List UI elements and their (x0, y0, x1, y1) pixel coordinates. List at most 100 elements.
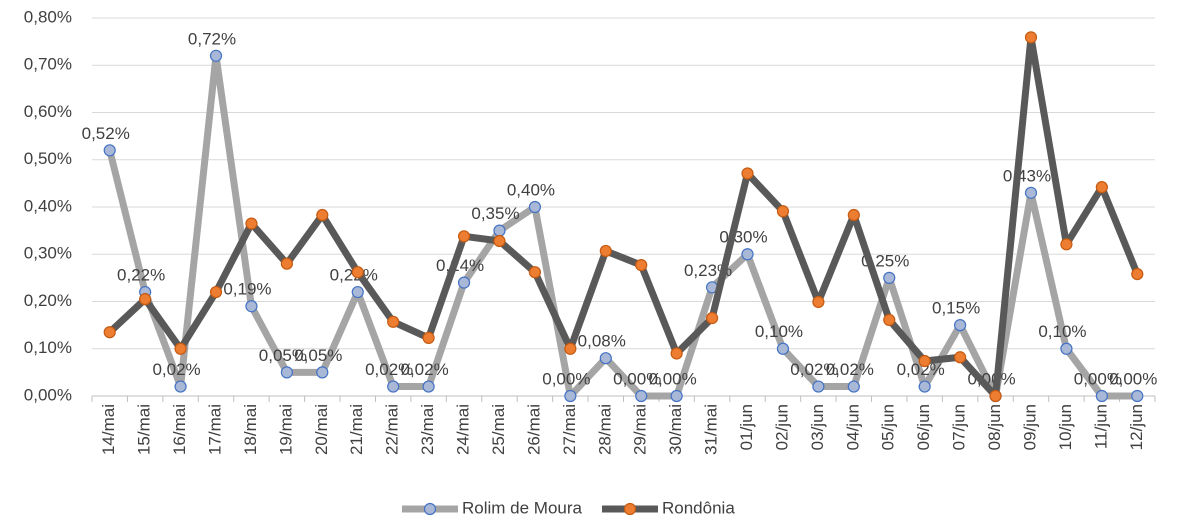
point (812, 380, 825, 393)
x-tick-label: 29/mai (631, 404, 650, 455)
point (422, 380, 435, 393)
legend-marker (423, 502, 437, 516)
point (564, 342, 577, 355)
point (599, 244, 612, 258)
point (954, 351, 967, 364)
data-label: 0,02% (790, 360, 838, 379)
data-label: 0,00% (1074, 369, 1122, 388)
point (457, 230, 471, 243)
point (1131, 389, 1144, 403)
point (1024, 186, 1038, 199)
data-label: 0,52% (82, 124, 130, 143)
y-tick-label: 0,30% (24, 244, 72, 263)
point (174, 380, 187, 393)
x-tick-label: 04/jun (843, 404, 862, 450)
point (1095, 389, 1108, 403)
point (103, 326, 116, 339)
data-label: 0,00% (542, 369, 590, 388)
x-tick-label: 03/jun (808, 404, 827, 450)
legend-label: Rolim de Moura (462, 498, 583, 517)
data-label: 0,40% (507, 180, 555, 199)
y-tick-label: 0,70% (24, 55, 72, 74)
data-label: 0,15% (932, 299, 980, 318)
point (316, 366, 329, 379)
point (564, 389, 577, 403)
data-label: 0,43% (1003, 166, 1051, 185)
data-label: 0,02% (401, 360, 449, 379)
point (351, 266, 364, 279)
point (528, 200, 542, 214)
point (989, 389, 1002, 403)
y-tick-label: 0,50% (24, 149, 72, 168)
x-tick-label: 19/mai (276, 404, 295, 455)
point (670, 389, 683, 403)
point (670, 347, 683, 360)
series-line (106, 52, 1138, 400)
x-tick-label: 12/jun (1127, 404, 1146, 450)
data-label: 0,72% (188, 29, 236, 48)
point (847, 380, 860, 393)
data-label: 0,10% (755, 322, 803, 341)
point (493, 234, 506, 248)
x-tick-label: 09/jun (1020, 404, 1039, 450)
point (387, 315, 400, 328)
x-tick-label: 07/jun (950, 404, 969, 450)
x-tick-label: 01/jun (737, 404, 756, 450)
x-tick-label: 16/mai (170, 404, 189, 455)
point (245, 300, 258, 313)
point (209, 285, 223, 299)
point (883, 271, 896, 284)
point (776, 205, 790, 218)
data-label: 0,05% (259, 346, 307, 365)
point (918, 380, 931, 393)
y-tick-label: 0,60% (24, 102, 72, 121)
x-tick-label: 25/mai (489, 404, 508, 455)
x-tick-label: 05/jun (879, 404, 898, 450)
point (139, 293, 152, 306)
data-label: 0,00% (649, 369, 697, 388)
data-label: 0,02% (826, 360, 874, 379)
point (635, 259, 648, 272)
x-tick-label: 11/jun (1091, 404, 1110, 449)
point (387, 380, 400, 393)
x-tick-label: 14/mai (99, 404, 118, 455)
point (635, 389, 648, 403)
point (883, 313, 896, 327)
point (741, 248, 754, 261)
x-tick-label: 17/mai (206, 404, 225, 455)
x-tick-label: 26/mai (524, 404, 543, 455)
x-tick-label: 24/mai (454, 404, 473, 455)
x-tick-label: 23/mai (418, 404, 437, 455)
point (174, 342, 187, 355)
x-tick-label: 22/mai (383, 404, 402, 455)
point (103, 144, 116, 157)
point (1024, 31, 1038, 44)
y-tick-label: 0,80% (24, 7, 72, 26)
x-tick-label: 02/jun (772, 404, 791, 450)
data-label: 0,19% (223, 280, 271, 299)
point (1131, 267, 1144, 281)
legend-marker (623, 502, 637, 516)
x-tick-label: 18/mai (241, 404, 260, 455)
x-tick-label: 10/jun (1056, 404, 1075, 450)
data-label: 0,02% (152, 360, 200, 379)
data-label: 0,35% (471, 204, 519, 223)
data-label: 0,00% (613, 369, 661, 388)
x-tick-label: 08/jun (985, 404, 1004, 450)
point (1060, 342, 1073, 355)
x-tick-label: 27/mai (560, 404, 579, 455)
x-tick-label: 31/mai (702, 404, 721, 455)
point (705, 311, 719, 325)
y-tick-label: 0,10% (24, 338, 72, 357)
point (209, 49, 223, 62)
data-label: 0,22% (117, 266, 165, 285)
data-label: 0,08% (578, 332, 626, 351)
point (918, 354, 931, 368)
x-tick-label: 30/mai (666, 404, 685, 455)
x-tick-label: 28/mai (595, 404, 614, 455)
x-tick-label: 06/jun (914, 404, 933, 450)
point (1060, 238, 1073, 251)
point (599, 352, 612, 365)
point (741, 167, 754, 180)
